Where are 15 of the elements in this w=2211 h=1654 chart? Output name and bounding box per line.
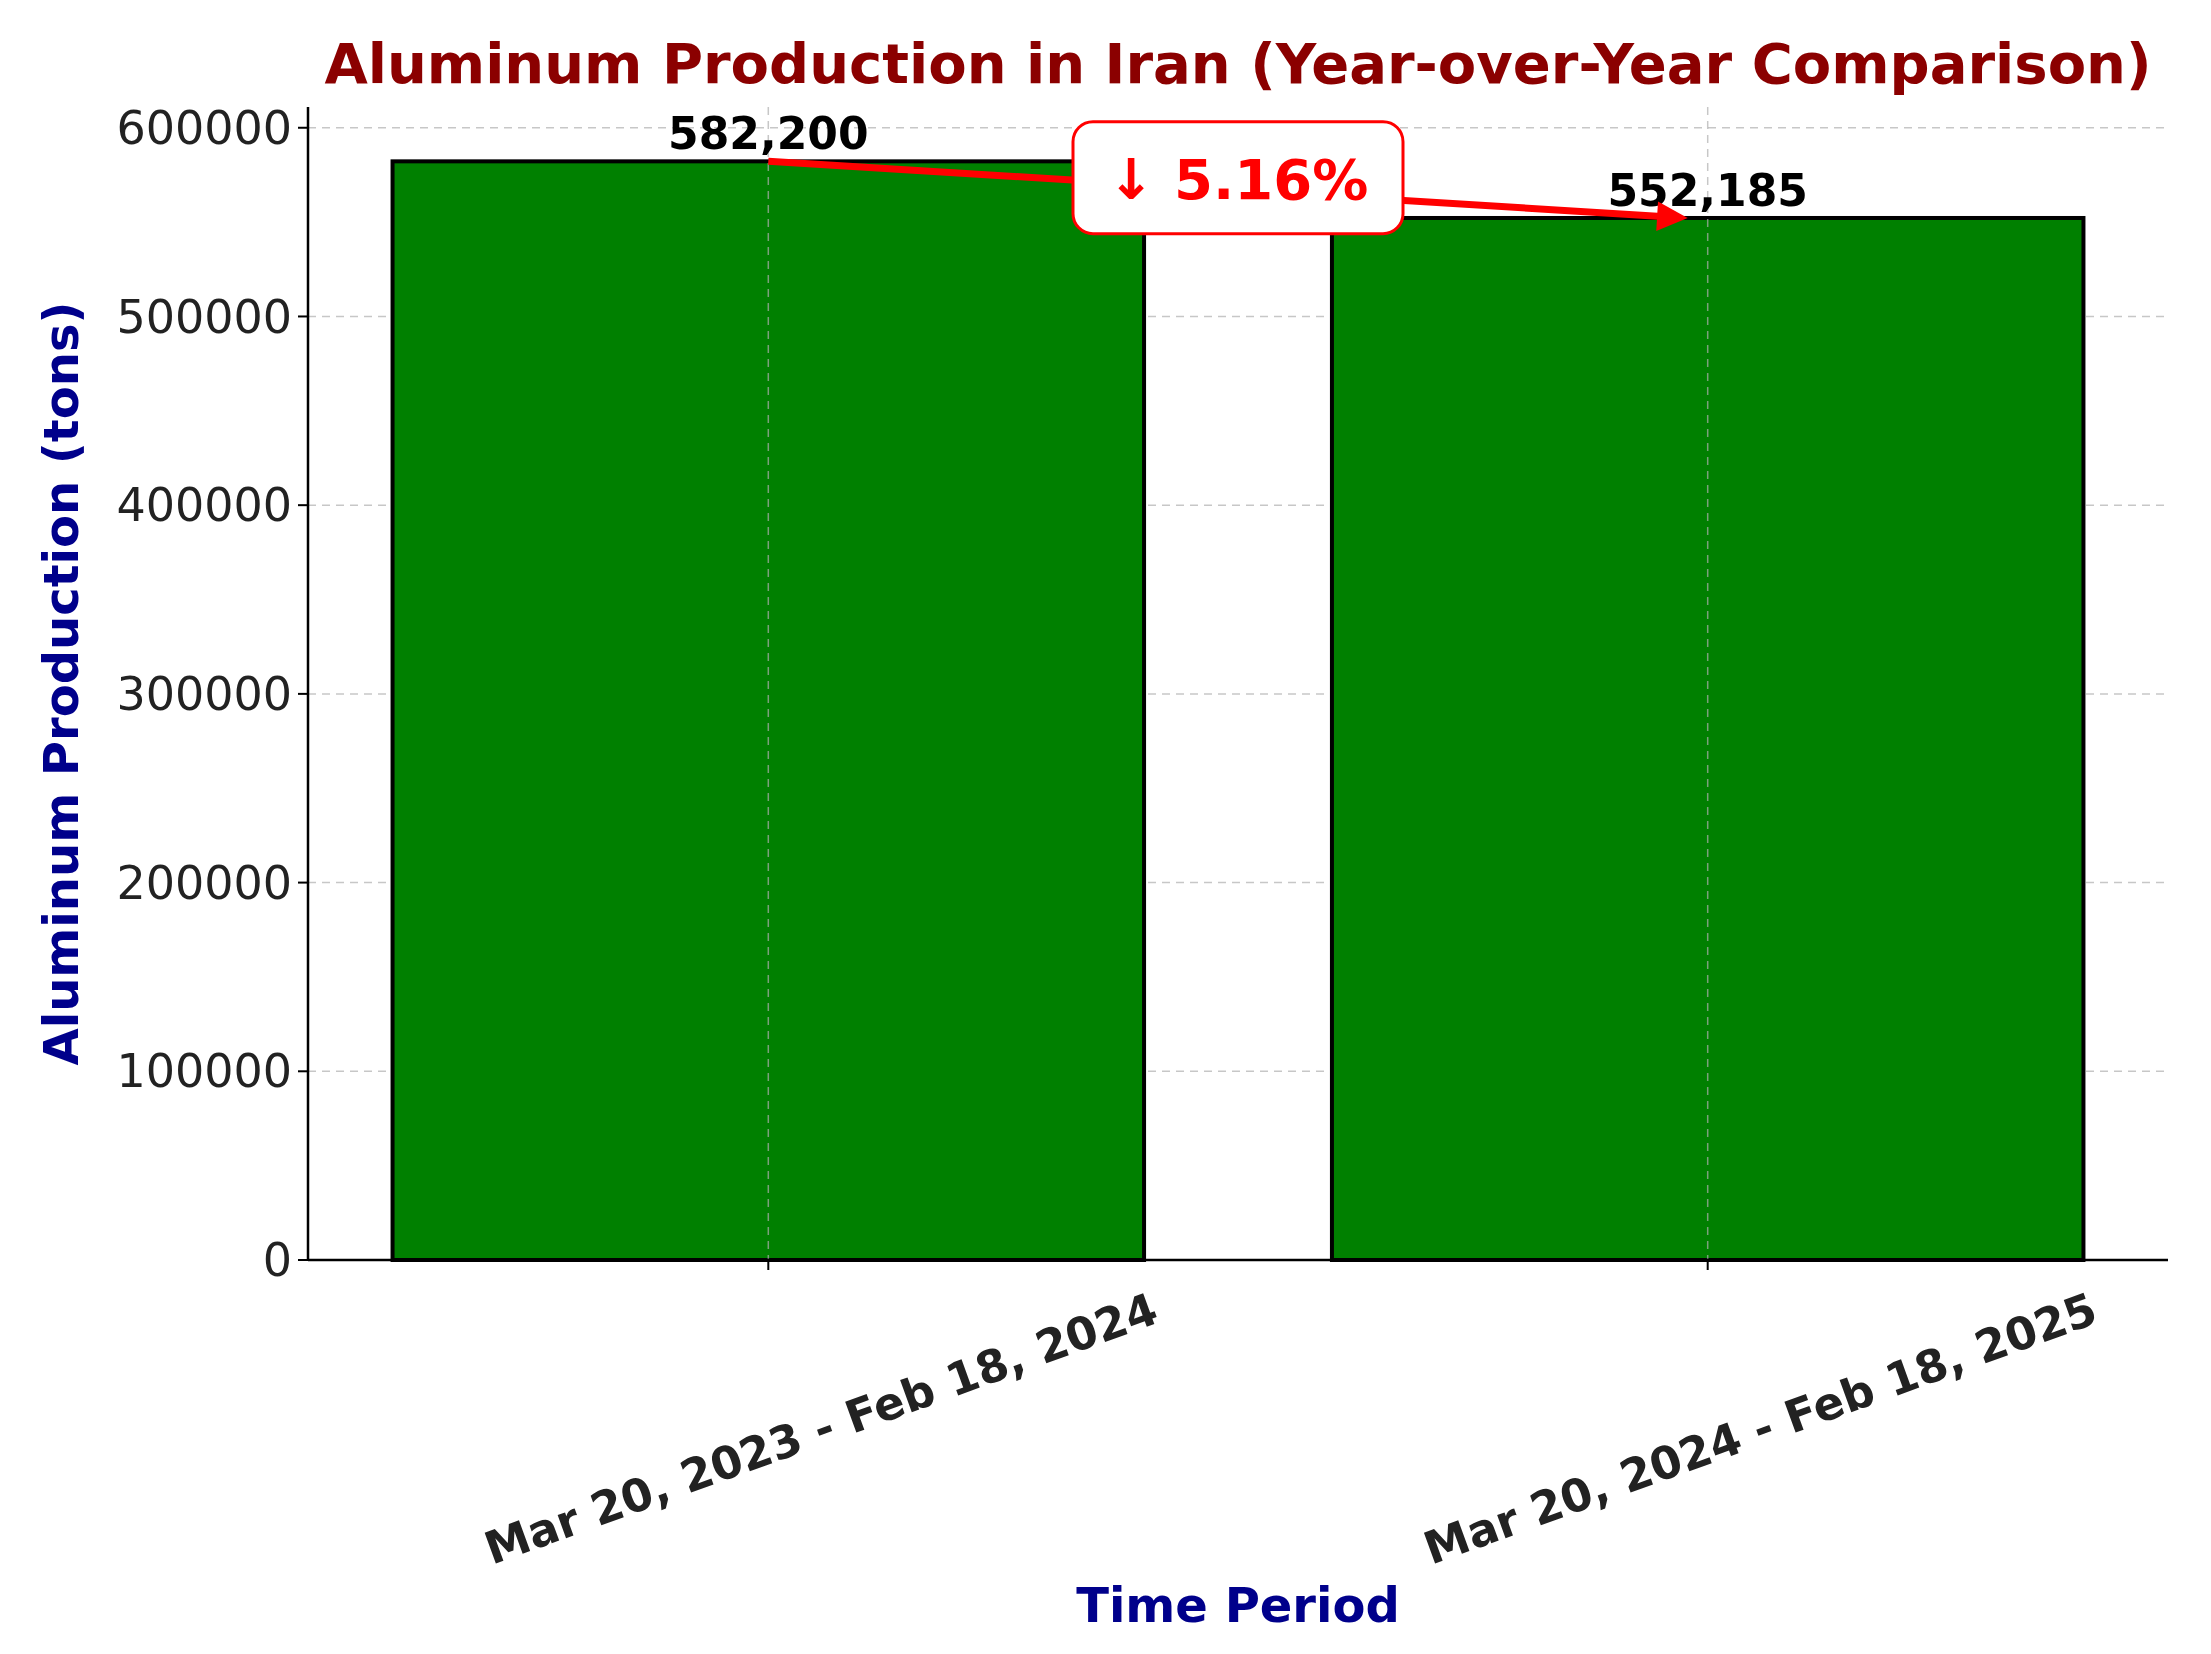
y-tick-label: 100000 [116,1044,292,1099]
y-tick-label: 600000 [116,100,292,155]
annotation: ↓ 5.16% [1107,147,1369,213]
y-tick-label: 300000 [116,666,292,721]
chart-title: Aluminum Production in Iran (Year-over-Year Comparison) [324,31,2152,96]
data-label: 552,185 [1607,164,1808,216]
y-tick-label: 400000 [116,478,292,533]
x-tick-label: Mar 20, 2023 - Feb 18, 2024 [477,1282,1165,1576]
x-axis-title: Time Period [1076,1577,1400,1633]
y-axis-title: Aluminum Production (tons) [33,301,89,1066]
y-tick-label: 0 [262,1233,292,1288]
data-label: 582,200 [668,108,869,160]
y-tick-label: 200000 [116,855,292,910]
y-tick-label: 500000 [116,289,292,344]
x-tick-label: Mar 20, 2024 - Feb 18, 2025 [1416,1282,2104,1576]
